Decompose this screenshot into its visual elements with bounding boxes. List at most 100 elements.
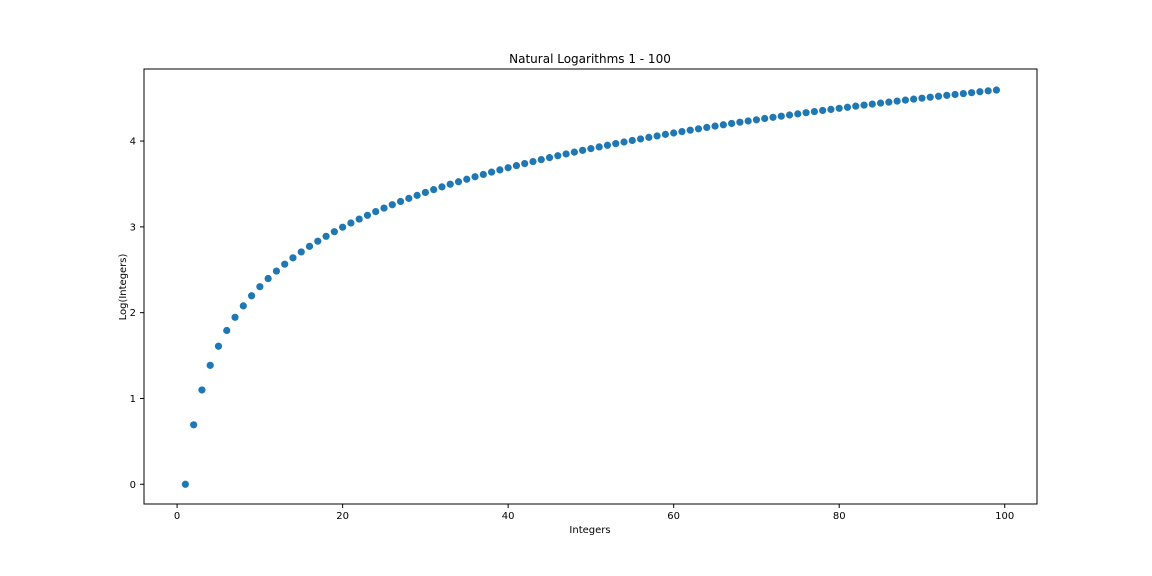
y-tick-label: 3 xyxy=(130,222,136,233)
data-point xyxy=(272,267,281,275)
data-point xyxy=(421,188,429,197)
data-point xyxy=(918,94,926,102)
y-tick-label: 0 xyxy=(130,480,136,491)
data-point xyxy=(893,97,901,105)
y-tick-label: 2 xyxy=(130,308,136,319)
data-point xyxy=(711,122,719,130)
data-point xyxy=(719,121,727,129)
plot-area xyxy=(143,68,1038,505)
data-point xyxy=(322,232,330,240)
y-tick-label: 1 xyxy=(130,394,136,405)
x-tick-label: 60 xyxy=(667,511,680,522)
data-point xyxy=(587,145,595,153)
data-point xyxy=(239,302,247,310)
data-point xyxy=(396,197,405,206)
data-point xyxy=(951,90,959,99)
data-point xyxy=(562,150,570,158)
data-point xyxy=(810,107,818,116)
data-point xyxy=(777,112,785,120)
data-point xyxy=(868,100,876,108)
data-point xyxy=(512,162,521,170)
data-point xyxy=(901,96,910,104)
data-point xyxy=(670,129,678,137)
data-point xyxy=(636,135,645,143)
data-point xyxy=(992,86,1001,94)
data-point xyxy=(785,111,794,119)
data-point xyxy=(504,164,512,172)
data-point xyxy=(802,109,810,117)
data-point xyxy=(761,114,769,123)
data-point xyxy=(289,254,297,262)
x-tick-label: 40 xyxy=(502,511,515,522)
data-point xyxy=(876,99,885,107)
data-point xyxy=(347,219,355,227)
data-point xyxy=(380,204,388,212)
data-point xyxy=(545,154,554,162)
data-point xyxy=(521,159,529,168)
data-point xyxy=(554,152,562,160)
data-point xyxy=(405,194,413,202)
x-tick-label: 0 xyxy=(174,511,180,522)
data-point xyxy=(852,102,860,110)
data-point xyxy=(968,89,976,97)
data-point xyxy=(694,125,703,133)
data-point xyxy=(579,146,587,154)
data-point xyxy=(570,148,578,156)
data-point xyxy=(984,87,992,95)
data-point xyxy=(736,118,744,126)
data-point xyxy=(281,260,289,268)
data-point xyxy=(454,178,463,186)
data-point xyxy=(363,211,372,219)
data-point xyxy=(256,283,264,291)
data-point xyxy=(843,103,852,111)
data-point xyxy=(264,274,272,283)
data-point xyxy=(959,89,967,98)
data-point xyxy=(976,88,984,96)
x-axis-label: Integers xyxy=(569,525,610,536)
data-point xyxy=(413,191,421,199)
x-tick-label: 20 xyxy=(336,511,349,522)
data-point xyxy=(330,228,338,236)
scatter-markers xyxy=(181,86,1001,488)
data-point xyxy=(686,126,694,134)
data-point xyxy=(471,173,479,181)
x-axis-ticks: 0 20 40 60 80 100 xyxy=(174,504,1014,522)
data-point xyxy=(463,175,471,183)
data-point xyxy=(198,386,206,394)
data-point xyxy=(231,313,239,321)
data-point xyxy=(628,136,636,145)
y-axis-label: Log(Integers) xyxy=(118,253,129,320)
data-point xyxy=(926,93,934,101)
data-point xyxy=(339,223,347,231)
data-point xyxy=(653,132,661,140)
x-tick-label: 80 xyxy=(833,511,846,522)
data-point xyxy=(612,140,620,148)
data-point xyxy=(372,208,380,216)
data-point xyxy=(744,117,752,125)
data-point xyxy=(934,92,943,100)
data-point xyxy=(885,98,893,106)
data-point xyxy=(206,361,214,369)
data-point xyxy=(305,242,314,250)
data-point xyxy=(247,292,256,300)
data-point xyxy=(827,105,835,114)
data-point xyxy=(297,248,305,256)
data-point xyxy=(678,127,686,136)
data-point xyxy=(496,166,504,174)
data-point xyxy=(728,119,736,128)
y-axis-ticks: 0 1 2 3 4 xyxy=(130,137,144,491)
data-point xyxy=(314,237,322,245)
data-point xyxy=(529,157,537,166)
data-point xyxy=(703,123,711,132)
data-point xyxy=(438,183,446,191)
data-point xyxy=(430,186,438,194)
data-point xyxy=(355,215,363,223)
data-point xyxy=(488,168,496,176)
chart-title: Natural Logarithms 1 - 100 xyxy=(509,52,671,66)
data-point xyxy=(819,106,827,115)
data-point xyxy=(620,138,628,146)
data-point xyxy=(794,110,802,118)
data-point xyxy=(752,116,761,124)
